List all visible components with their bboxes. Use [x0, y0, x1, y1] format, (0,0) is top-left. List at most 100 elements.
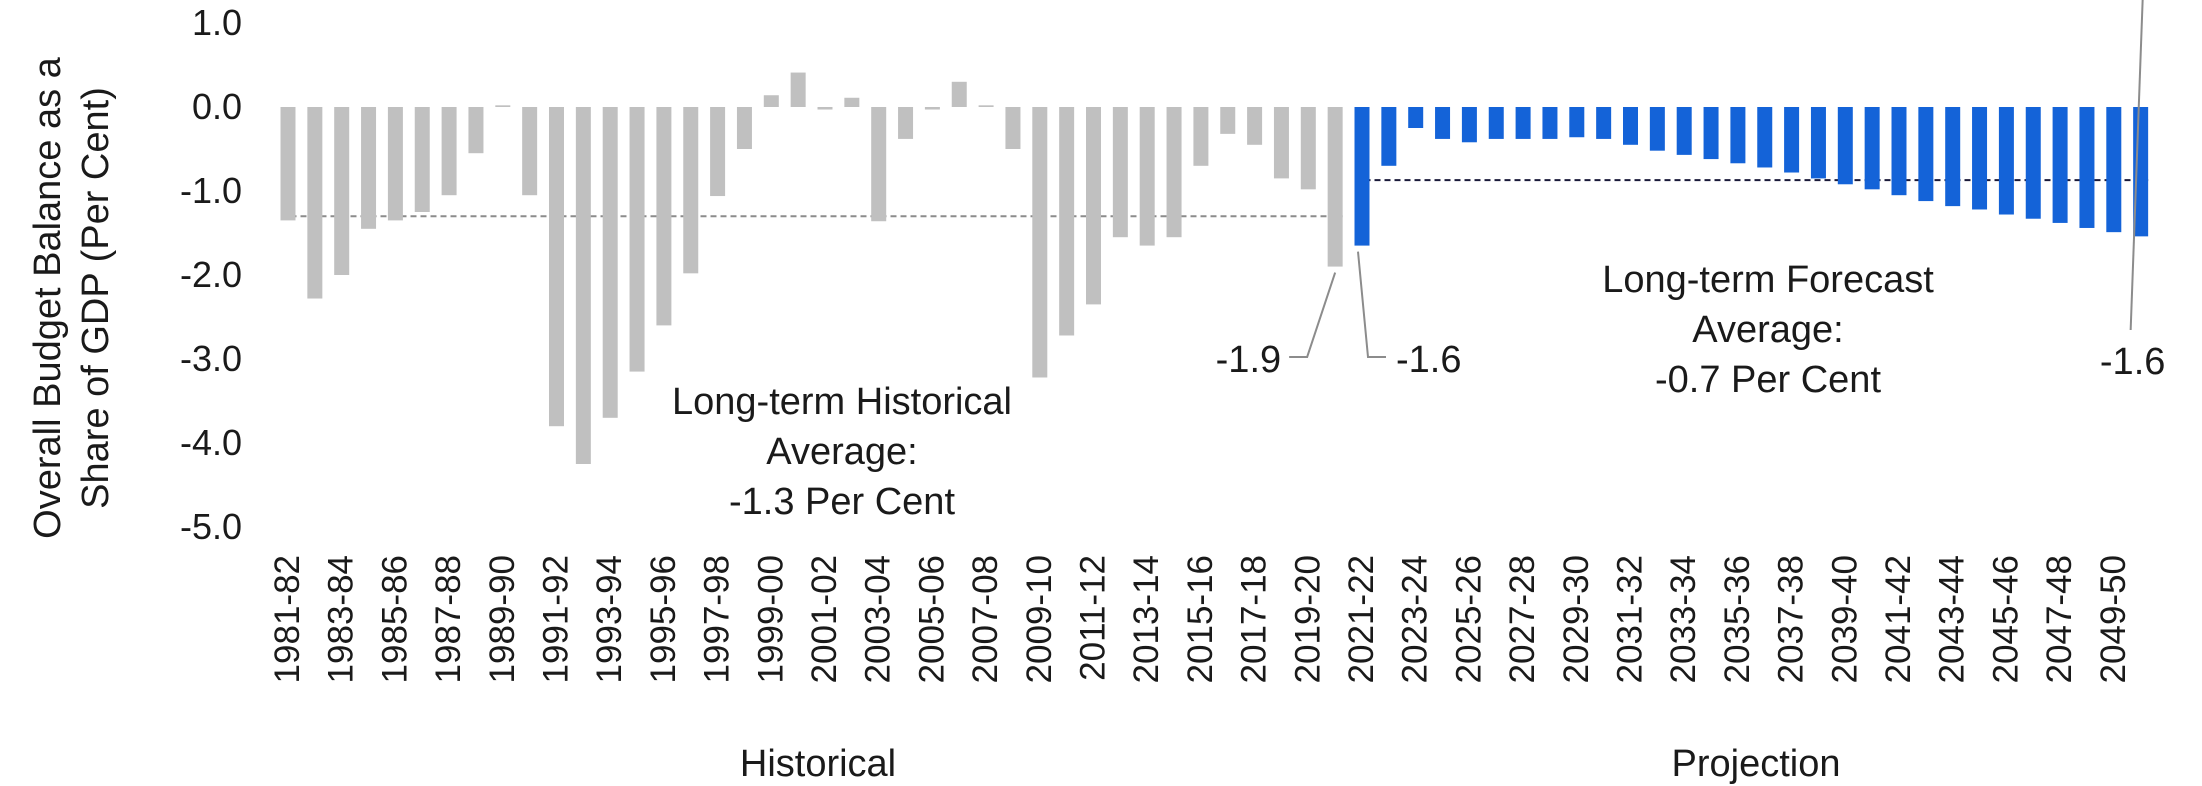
projection-bar-2047-48 — [2052, 107, 2068, 223]
projection-bar-2046-47 — [2025, 107, 2041, 219]
historical-bar-1995-96 — [656, 107, 672, 326]
historical-bar-1983-84 — [334, 107, 350, 275]
projection-bar-2034-35 — [1703, 107, 1719, 160]
historical-bar-2009-10 — [1032, 107, 1048, 378]
x-tick-label: 2007-08 — [966, 555, 1005, 683]
historical-bar-1994-95 — [629, 107, 645, 372]
x-tick-label: 2013-14 — [1127, 555, 1166, 683]
x-tick-label: 2037-38 — [1772, 555, 1811, 683]
x-tick-label: 2015-16 — [1181, 555, 1220, 683]
callout-leader-first-projection — [1357, 251, 1386, 358]
projection-average-annotation: -0.7 Per Cent — [1655, 359, 1881, 401]
historical-average-annotation: Average: — [766, 431, 917, 473]
historical-bar-2012-13 — [1112, 107, 1128, 238]
x-tick-label: 1995-96 — [644, 555, 683, 683]
historical-bar-2019-20 — [1300, 107, 1316, 190]
historical-bar-2018-19 — [1273, 107, 1289, 179]
average-lines — [280, 179, 2149, 218]
callout-last-projection: -1.6 — [2100, 341, 2165, 383]
projection-average-annotation: Average: — [1692, 309, 1843, 351]
section-label-projection: Projection — [1672, 743, 1841, 785]
projection-bar-2048-49 — [2079, 107, 2095, 228]
projection-bar-2022-23 — [1381, 107, 1397, 166]
projection-bar-2031-32 — [1623, 107, 1638, 145]
x-tick-label: 1987-88 — [429, 555, 468, 683]
callout-first-projection: -1.6 — [1396, 339, 1461, 381]
x-tick-label: 2039-40 — [1825, 555, 1864, 683]
projection-bar-2042-43 — [1918, 107, 1934, 202]
x-tick-label: 2031-32 — [1611, 555, 1650, 683]
projection-bar-2033-34 — [1676, 107, 1692, 155]
historical-bar-1989-90 — [495, 105, 511, 107]
x-tick-label: 2025-26 — [1449, 555, 1488, 683]
projection-bar-2045-46 — [1998, 107, 2014, 215]
x-tick-label: 1983-84 — [322, 555, 361, 683]
x-tick-label: 1993-94 — [590, 555, 629, 683]
projection-bar-2036-37 — [1757, 107, 1773, 168]
historical-bar-1996-97 — [683, 107, 699, 274]
x-tick-label: 1999-00 — [751, 555, 790, 683]
historical-bar-1997-98 — [710, 107, 726, 197]
historical-bar-1986-87 — [414, 107, 430, 212]
x-axis-ticks: 1981-82 1983-84 1985-86 1987-88 1989-90 1991-… — [268, 555, 2133, 683]
historical-bar-2008-09 — [1005, 107, 1021, 149]
historical-bar-1999-00 — [763, 95, 779, 107]
bars — [280, 72, 2149, 464]
projection-bar-2049-50 — [2106, 107, 2122, 233]
projection-average-annotation: Long-term Forecast — [1602, 259, 1934, 301]
callouts: -1.9 -1.6 -1.6 — [1216, 0, 2165, 383]
projection-bar-2044-45 — [1972, 107, 1988, 210]
x-tick-label: 1985-86 — [375, 555, 414, 683]
projection-bar-2026-27 — [1488, 107, 1504, 139]
projection-bar-2043-44 — [1945, 107, 1961, 207]
projection-bar-2024-25 — [1435, 107, 1451, 139]
historical-bar-1991-92 — [549, 107, 564, 427]
historical-bar-2020-21 — [1327, 107, 1343, 267]
historical-bar-1985-86 — [387, 107, 403, 221]
historical-bar-1987-88 — [441, 107, 457, 196]
x-tick-label: 2001-02 — [805, 555, 844, 683]
projection-bar-2041-42 — [1891, 107, 1907, 196]
historical-bar-1998-99 — [736, 107, 752, 149]
historical-bar-1984-85 — [361, 107, 377, 229]
y-axis-label-line1: Overall Budget Balance as a — [27, 56, 69, 538]
y-tick-label: 0.0 — [192, 86, 242, 127]
projection-bar-2040-41 — [1864, 107, 1880, 190]
historical-bar-2005-06 — [924, 107, 940, 110]
x-tick-label: 2029-30 — [1557, 555, 1596, 683]
x-tick-label: 2005-06 — [912, 555, 951, 683]
y-axis-label: Overall Budget Balance as a Share of GDP… — [27, 56, 117, 538]
x-tick-label: 2035-36 — [1718, 555, 1757, 683]
x-tick-label: 2021-22 — [1342, 555, 1381, 683]
historical-bar-2001-02 — [817, 107, 833, 110]
historical-bar-2011-12 — [1086, 107, 1101, 305]
y-tick-label: -1.0 — [180, 170, 242, 211]
projection-bar-2032-33 — [1649, 107, 1665, 151]
y-tick-label: -2.0 — [180, 254, 242, 295]
y-axis-label-line2: Share of GDP (Per Cent) — [75, 87, 117, 509]
x-tick-label: 2049-50 — [2094, 555, 2133, 683]
y-axis-ticks: 1.0 0.0 -1.0 -2.0 -3.0 -4.0 -5.0 — [180, 2, 242, 547]
historical-bar-1988-89 — [468, 107, 484, 154]
historical-bar-2000-01 — [790, 72, 806, 107]
x-tick-label: 2023-24 — [1396, 555, 1435, 683]
x-tick-label: 2041-42 — [1879, 555, 1918, 683]
y-tick-label: -4.0 — [180, 422, 242, 463]
historical-average-annotation: Long-term Historical — [672, 381, 1012, 423]
projection-bar-2039-40 — [1837, 107, 1853, 185]
projection-bar-2030-31 — [1596, 107, 1612, 139]
projection-bar-2037-38 — [1784, 107, 1800, 173]
historical-bar-2017-18 — [1247, 107, 1263, 145]
historical-bar-2007-08 — [978, 105, 994, 107]
projection-bar-2021-22 — [1354, 107, 1370, 246]
callout-leader-last-historical — [1289, 272, 1337, 358]
annotations: Long-term Historical Average: -1.3 Per Cen… — [672, 259, 1934, 523]
historical-bar-2010-11 — [1059, 107, 1075, 336]
historical-bar-2014-15 — [1166, 107, 1182, 238]
x-tick-label: 2017-18 — [1235, 555, 1274, 683]
historical-bar-2003-04 — [871, 107, 887, 222]
historical-average-annotation: -1.3 Per Cent — [729, 481, 955, 523]
y-tick-label: -3.0 — [180, 338, 242, 379]
historical-bar-2013-14 — [1139, 107, 1155, 246]
